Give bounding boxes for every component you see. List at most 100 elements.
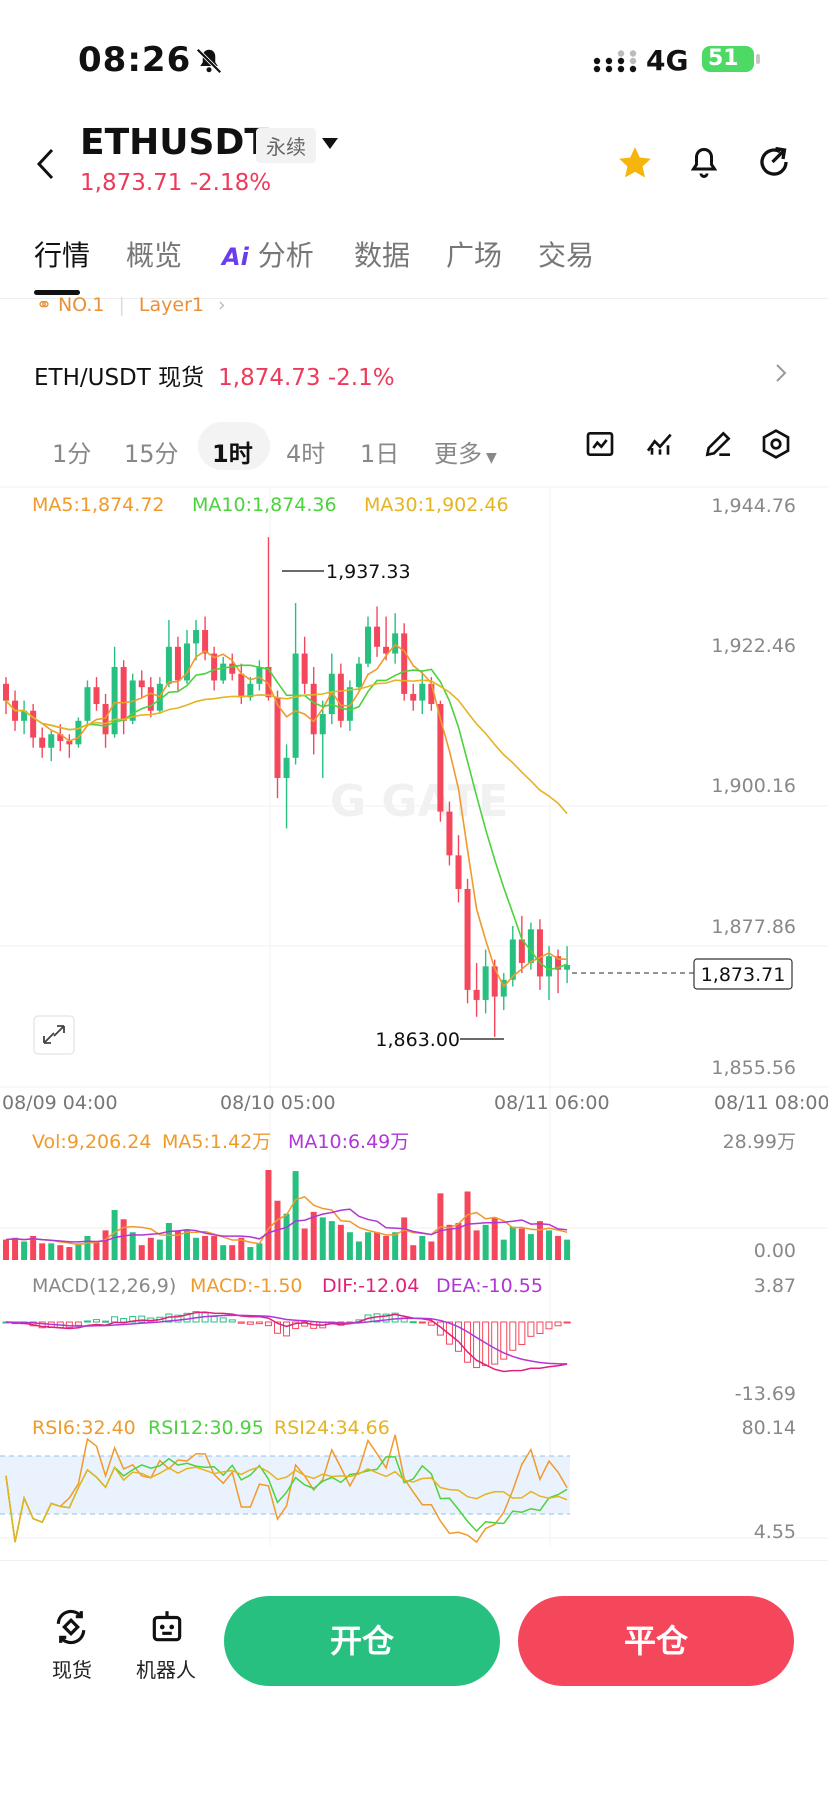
chevron-right-icon[interactable]: [774, 362, 788, 384]
settings-icon[interactable]: [760, 428, 792, 460]
time-axis-label: 08/09 04:00: [2, 1092, 118, 1114]
vol-axis-label: 0.00: [754, 1240, 796, 1262]
dea-legend: DEA:-10.55: [436, 1275, 543, 1297]
volume-bar: [39, 1243, 46, 1260]
high-price-label: 1,937.33: [326, 561, 411, 583]
favorite-star-icon[interactable]: [616, 144, 654, 182]
open-position-button[interactable]: 开仓: [224, 1596, 500, 1686]
volume-bar: [328, 1221, 335, 1260]
vol-legend: Vol:9,206.24: [32, 1131, 151, 1153]
candle-body: [283, 757, 290, 778]
low-price-label: 1,863.00: [375, 1029, 460, 1051]
tab-square[interactable]: 广场: [446, 239, 503, 272]
rsi12-legend: RSI12:30.95: [148, 1417, 264, 1439]
active-interval-pill: [198, 422, 270, 470]
volume-bar: [365, 1232, 371, 1260]
interval-1d[interactable]: 1日: [360, 440, 400, 468]
active-tab-indicator: [34, 290, 80, 295]
candle-body: [301, 653, 308, 684]
signal-icon: [593, 50, 637, 73]
volume-bar: [66, 1247, 73, 1260]
interval-15m[interactable]: 15分: [124, 440, 179, 468]
back-arrow-icon[interactable]: [34, 146, 58, 182]
candle-body: [229, 663, 236, 674]
volume-bar: [165, 1222, 172, 1260]
spot-exchange-icon[interactable]: [52, 1608, 90, 1646]
volume-bar: [428, 1241, 435, 1260]
macd-histogram-bar: [509, 1321, 517, 1351]
volume-bar: [174, 1230, 181, 1260]
interval-1m[interactable]: 1分: [52, 440, 92, 468]
rank-row[interactable]: ⚭ NO.1 | Layer1 ›: [36, 294, 226, 316]
volume-bar: [229, 1245, 236, 1260]
spot-nav-label[interactable]: 现货: [52, 1658, 92, 1682]
close-position-button[interactable]: 平仓: [518, 1596, 794, 1686]
candle-body: [102, 703, 109, 735]
rank-chevron-icon: ›: [217, 294, 226, 316]
candle-body: [437, 703, 444, 812]
draw-pen-icon[interactable]: [702, 428, 734, 460]
kline-chart[interactable]: G GATE MA5:1,874.72 MA10:1,874.36 MA30:1…: [0, 486, 828, 1546]
macd-histogram-bar: [518, 1321, 526, 1345]
macd-histogram-bar: [382, 1313, 390, 1323]
volume-bar: [419, 1235, 426, 1260]
interval-1h[interactable]: 1时: [212, 440, 253, 468]
candle-body: [509, 939, 516, 980]
tab-analysis[interactable]: Ai 分析: [222, 234, 314, 274]
candle-body: [546, 956, 552, 977]
candle-body: [147, 687, 154, 711]
rsi6-line: [5, 1434, 568, 1544]
macd-histogram-bar: [409, 1321, 417, 1324]
macd-histogram-bar: [464, 1321, 472, 1363]
dif-legend: DIF:-12.04: [322, 1275, 419, 1297]
indicator-icon[interactable]: [584, 428, 616, 460]
candle-body: [464, 888, 471, 990]
vol-ma10-legend: MA10:6.49万: [288, 1131, 409, 1153]
macd-histogram-bar: [183, 1312, 191, 1323]
chart-type-icon[interactable]: [644, 428, 676, 460]
macd-histogram-bar: [473, 1321, 481, 1369]
robot-icon[interactable]: [148, 1608, 186, 1646]
tab-market[interactable]: 行情: [34, 239, 91, 272]
tab-data[interactable]: 数据: [354, 239, 411, 272]
macd-histogram-bar: [83, 1320, 91, 1323]
bot-nav-label[interactable]: 机器人: [136, 1658, 196, 1682]
spot-price-row[interactable]: ETH/USDT 现货 1,874.73 -2.1%: [34, 358, 395, 392]
candle-body: [21, 710, 28, 721]
vol-axis-label: 28.99万: [723, 1131, 796, 1153]
candle-body: [93, 687, 100, 704]
candle-body: [428, 683, 435, 704]
share-icon[interactable]: [756, 144, 792, 180]
interval-4h[interactable]: 4时: [286, 440, 326, 468]
tab-overview[interactable]: 概览: [126, 239, 183, 272]
rsi-axis-label: 80.14: [742, 1417, 796, 1439]
battery-tip: [756, 54, 760, 64]
volume-bar: [455, 1222, 462, 1260]
rsi6-legend: RSI6:32.40: [32, 1417, 136, 1439]
candle-body: [518, 939, 525, 963]
volume-bar: [120, 1219, 127, 1260]
volume-bar: [184, 1230, 190, 1260]
macd-histogram-bar: [563, 1321, 571, 1324]
macd-histogram-bar: [500, 1321, 508, 1360]
symbol-title[interactable]: ETHUSDT: [80, 122, 269, 163]
volume-bar: [283, 1213, 290, 1260]
interval-more[interactable]: 更多 ▼: [434, 434, 497, 469]
volume-bar: [446, 1224, 453, 1260]
candle-body: [30, 710, 37, 738]
price-axis-label: 1,877.86: [711, 916, 796, 938]
volume-bar: [93, 1241, 100, 1260]
candle-body: [392, 633, 399, 654]
header-price: 1,873.71 -2.18%: [80, 170, 271, 196]
volume-bar: [75, 1243, 82, 1260]
candle-body: [66, 740, 73, 745]
ai-icon: Ai: [222, 243, 249, 271]
volume-bar: [319, 1217, 326, 1260]
expand-icon: [43, 1025, 65, 1044]
macd-histogram-bar: [228, 1319, 236, 1323]
rsi-layer: [5, 1434, 568, 1544]
tab-trade[interactable]: 交易: [538, 239, 595, 272]
candle-body: [57, 734, 64, 741]
symbol-dropdown-icon[interactable]: [322, 138, 338, 149]
alert-bell-icon[interactable]: [686, 144, 722, 182]
